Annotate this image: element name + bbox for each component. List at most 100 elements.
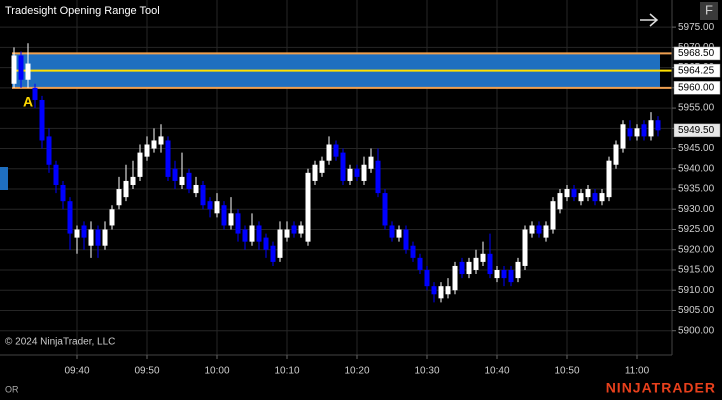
candle-body	[333, 144, 339, 157]
copyright: © 2024 NinjaTrader, LLC	[5, 337, 115, 348]
candle-body	[578, 193, 584, 202]
y-tick-label: 5940.00	[678, 163, 715, 174]
candle-body	[116, 189, 122, 206]
candle-body	[508, 269, 514, 283]
x-tick-label: 09:40	[64, 366, 89, 377]
candle-body	[263, 237, 269, 250]
candle-body	[403, 229, 409, 250]
candle-body	[270, 245, 276, 262]
candle-body	[592, 193, 598, 202]
candle-body	[67, 201, 73, 234]
candle-body	[214, 201, 220, 214]
candle-body	[291, 225, 297, 234]
candle-body	[452, 265, 458, 291]
candle-body	[445, 286, 451, 295]
plot	[11, 43, 672, 303]
candle-body	[424, 269, 430, 287]
candle-body	[340, 152, 346, 181]
candle-body	[81, 225, 87, 238]
title: Tradesight Opening Range Tool	[5, 5, 160, 17]
candle-body	[417, 257, 423, 270]
candle-body	[375, 160, 381, 194]
x-tick-label: 10:30	[414, 366, 439, 377]
candle-body	[382, 193, 388, 226]
candle-body	[60, 184, 66, 202]
candle-body	[18, 55, 24, 80]
candle-body	[648, 120, 654, 137]
f-button[interactable]	[700, 2, 718, 20]
candle-body	[501, 269, 507, 279]
candle-body	[25, 63, 31, 80]
x-tick-label: 10:10	[274, 366, 299, 377]
candle-body	[620, 124, 626, 149]
candle-body	[277, 229, 283, 258]
y-tick-label: 5925.00	[678, 224, 715, 235]
candle-body	[361, 164, 367, 181]
candle-body	[102, 229, 108, 246]
y-tick-label: 5935.00	[678, 184, 715, 195]
candle-body	[522, 229, 528, 266]
price-label-box	[673, 46, 721, 61]
candle-body	[137, 152, 143, 177]
candle-body	[193, 184, 199, 194]
footer-label: OR	[5, 384, 19, 394]
candle-body	[144, 144, 150, 157]
candle-body	[74, 229, 80, 238]
candle-body	[529, 225, 535, 234]
candle-body	[389, 225, 395, 238]
candle-body	[354, 168, 360, 177]
candle-body	[207, 201, 213, 210]
candle-body	[613, 144, 619, 165]
candle-body	[305, 172, 311, 242]
candle-body	[585, 189, 591, 198]
candle-body	[438, 286, 444, 299]
x-tick-label: 09:50	[134, 366, 159, 377]
candle-body	[466, 261, 472, 275]
candle-body	[536, 225, 542, 234]
candle-body	[319, 160, 325, 173]
candle-body	[32, 87, 38, 100]
f-button-label[interactable]: F	[705, 2, 713, 17]
candle-body	[172, 168, 178, 181]
arrow-icon[interactable]	[640, 13, 659, 27]
candle-body	[368, 156, 374, 169]
candle-body	[606, 160, 612, 198]
price-label-box	[673, 123, 721, 138]
y-tick-label: 5905.00	[678, 305, 715, 316]
price-label-box	[673, 81, 721, 95]
candle-body	[396, 229, 402, 238]
y-tick-label: 5915.00	[678, 265, 715, 276]
candle-body	[249, 225, 255, 242]
side-tab[interactable]	[0, 167, 8, 190]
candle-body	[410, 245, 416, 258]
candle-body	[109, 209, 115, 226]
candle-body	[473, 257, 479, 270]
candle-body	[494, 269, 500, 279]
candle-body	[186, 172, 192, 190]
candle-body	[46, 136, 52, 165]
candle-body	[11, 55, 17, 84]
y-tick-label: 5945.00	[678, 143, 715, 154]
candle-body	[284, 229, 290, 238]
candle-body	[228, 213, 234, 226]
candle-body	[326, 144, 332, 161]
y-tick-label: 5975.00	[678, 22, 715, 33]
candle-body	[550, 201, 556, 230]
x-tick-label: 10:50	[554, 366, 579, 377]
price-label-box	[673, 63, 721, 78]
candle-body	[130, 176, 136, 185]
candle-body	[459, 261, 465, 275]
candle-body	[200, 184, 206, 206]
candle-body	[515, 261, 521, 279]
x-tick-label: 10:40	[484, 366, 509, 377]
candle-body	[221, 205, 227, 226]
candle-body	[641, 124, 647, 137]
x-tick-label: 10:20	[344, 366, 369, 377]
y-tick-label: 5930.00	[678, 204, 715, 215]
candle-body	[347, 168, 353, 181]
y-tick-label: 5910.00	[678, 285, 715, 296]
candle-body	[431, 286, 437, 295]
candle-body	[655, 120, 661, 131]
candle-body	[298, 225, 304, 234]
